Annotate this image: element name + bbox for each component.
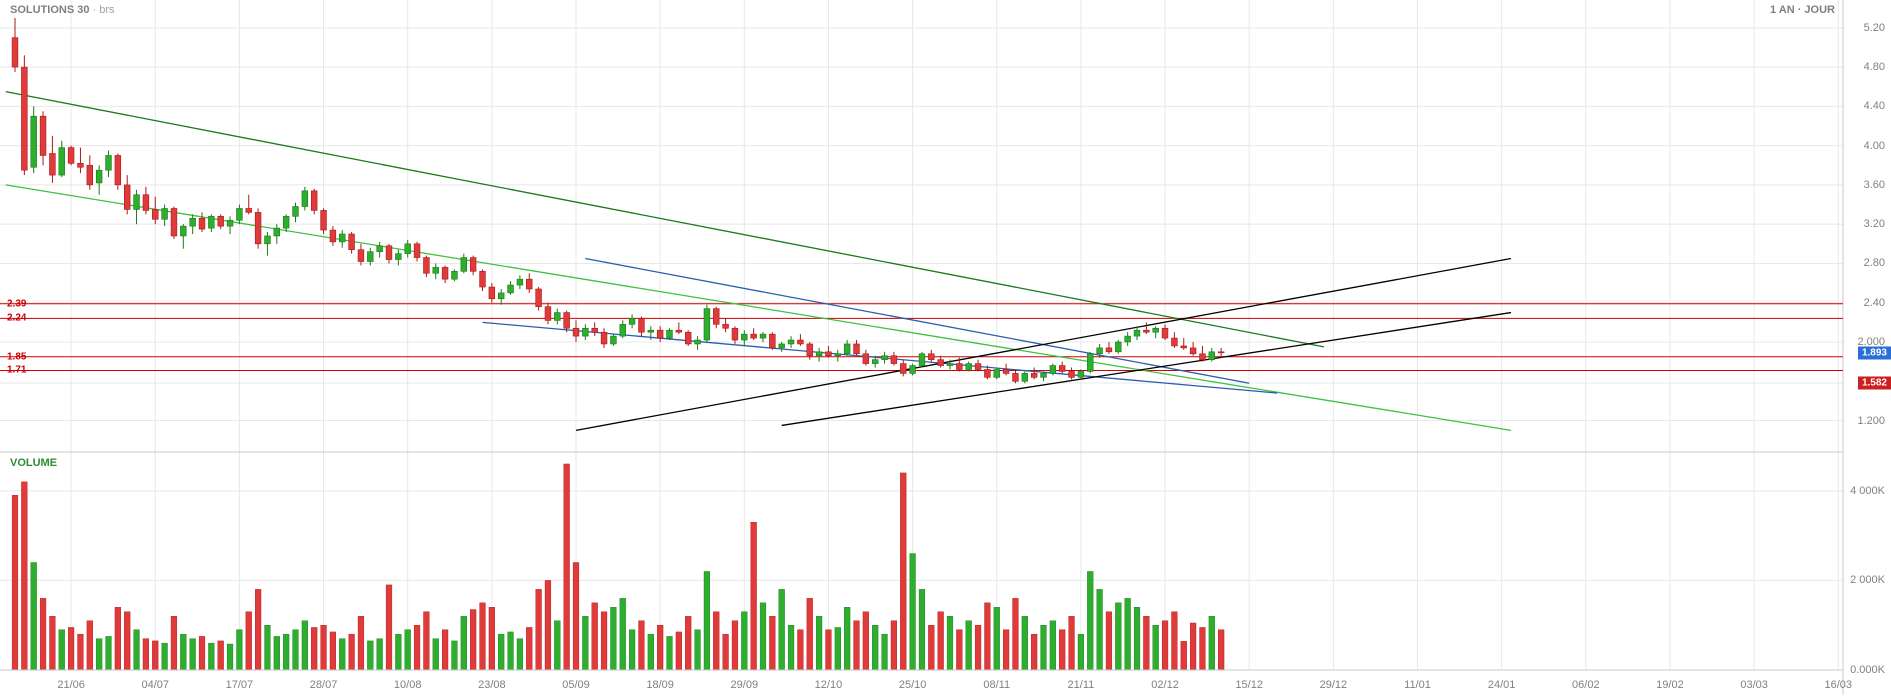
price-badge: 1.893 — [1858, 346, 1891, 359]
volume-label: VOLUME — [10, 457, 57, 469]
price-tick: 4.40 — [1864, 100, 1885, 112]
hline-label: 2.24 — [7, 313, 26, 324]
symbol: SOLUTIONS 30 — [10, 4, 89, 16]
x-tick: 16/03 — [1824, 679, 1852, 691]
price-tick: 5.20 — [1864, 22, 1885, 34]
hline-label: 1.85 — [7, 351, 26, 362]
x-tick: 06/02 — [1572, 679, 1600, 691]
price-tick: 4.80 — [1864, 61, 1885, 73]
x-tick: 29/12 — [1320, 679, 1348, 691]
vol-tick: 4 000K — [1850, 485, 1885, 497]
chart-root: SOLUTIONS 30 · brs 1 AN · JOUR 5.20 4.80 4… — [0, 0, 1891, 695]
price-badge: 1.582 — [1858, 377, 1891, 390]
hline-label: 2.39 — [7, 298, 26, 309]
price-tick: 2.80 — [1864, 257, 1885, 269]
x-tick: 21/11 — [1068, 679, 1095, 691]
price-tick: 2.40 — [1864, 297, 1885, 309]
x-tick: 10/08 — [394, 679, 422, 691]
price-tick: 3.60 — [1864, 179, 1885, 191]
x-tick: 28/07 — [310, 679, 338, 691]
x-tick: 15/12 — [1235, 679, 1263, 691]
chart-title: SOLUTIONS 30 · brs — [10, 4, 115, 16]
price-tick: 3.20 — [1864, 218, 1885, 230]
vol-tick: 0.000K — [1850, 664, 1885, 676]
x-tick: 02/12 — [1151, 679, 1179, 691]
x-tick: 03/03 — [1740, 679, 1768, 691]
x-tick: 19/02 — [1656, 679, 1684, 691]
x-tick: 12/10 — [815, 679, 843, 691]
x-tick: 08/11 — [983, 679, 1010, 691]
x-tick: 05/09 — [562, 679, 590, 691]
x-tick: 04/07 — [141, 679, 169, 691]
x-tick: 11/01 — [1404, 679, 1431, 691]
x-tick: 17/07 — [226, 679, 254, 691]
hline-label: 1.71 — [7, 365, 26, 376]
x-tick: 24/01 — [1488, 679, 1516, 691]
x-tick: 21/06 — [57, 679, 85, 691]
price-tick: 1.200 — [1857, 415, 1885, 427]
timeframe-label[interactable]: 1 AN · JOUR — [1770, 4, 1835, 16]
x-tick: 23/08 — [478, 679, 506, 691]
chart-svg[interactable] — [0, 0, 1891, 695]
x-tick: 29/09 — [731, 679, 759, 691]
x-tick: 18/09 — [646, 679, 674, 691]
x-tick: 25/10 — [899, 679, 927, 691]
vol-tick: 2 000K — [1850, 574, 1885, 586]
price-tick: 4.00 — [1864, 140, 1885, 152]
exchange: · brs — [93, 4, 115, 16]
